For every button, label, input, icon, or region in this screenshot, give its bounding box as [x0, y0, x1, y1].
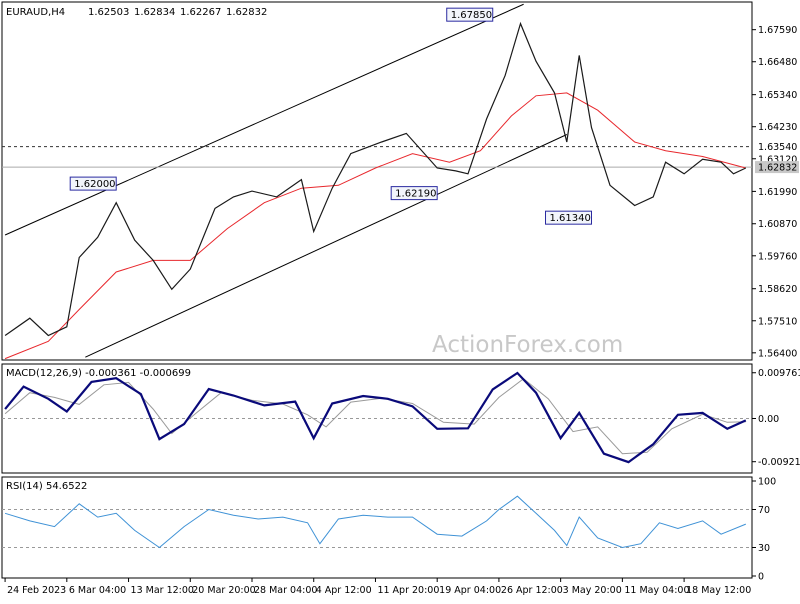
price-y-tick-label: 1.67590 [758, 25, 797, 36]
macd-y-tick-label: 0.00 [758, 414, 779, 425]
watermark: ActionForex.com [432, 332, 623, 358]
x-tick-label: 3 May 20:00 [563, 585, 622, 596]
x-tick-label: 20 Mar 20:00 [192, 585, 255, 596]
x-tick-label: 26 Apr 12:00 [501, 585, 563, 596]
channel-upper-line [4, 3, 524, 236]
price-y-tick-label: 1.57510 [758, 316, 797, 327]
callout-label: 1.62190 [395, 189, 436, 200]
rsi-line [4, 495, 746, 549]
callout-label: 1.61340 [550, 213, 591, 224]
callout-label: 1.62000 [74, 179, 115, 190]
price-y-tick-label: 1.61990 [758, 187, 797, 198]
price-y-tick-label: 1.58620 [758, 284, 797, 295]
rsi-y-tick-label: 100 [758, 477, 776, 488]
last-price-text: 1.62832 [758, 163, 797, 174]
x-tick-label: 11 May 04:00 [624, 585, 689, 596]
x-tick-label: 19 Apr 04:00 [439, 585, 501, 596]
macd-y-tick-label: -0.009216 [758, 457, 800, 468]
x-tick-label: 18 May 12:00 [686, 585, 751, 596]
macd-line [4, 371, 747, 464]
rsi-level-lines [2, 509, 752, 548]
rsi-label: RSI(14) 54.6522 [6, 481, 87, 492]
macd-y-tick-label: 0.009761 [758, 368, 800, 379]
callout-box [545, 210, 593, 225]
price-y-tick-label: 1.66480 [758, 57, 797, 68]
price-y-tick-label: 1.65340 [758, 90, 797, 101]
rsi-y-axis: 100 70 30 0 [752, 477, 776, 583]
moving-average-line [4, 92, 746, 360]
channel-lines [4, 3, 568, 358]
last-price-label: 1.62832 [755, 161, 799, 174]
x-tick-label: 28 Mar 04:00 [254, 585, 317, 596]
x-tick-label: 4 Apr 12:00 [316, 585, 372, 596]
price-series-line [4, 21, 747, 337]
callout-box [446, 7, 494, 22]
rsi-panel [1, 476, 753, 579]
header-close: 1.62832 [226, 7, 267, 18]
header-high: 1.62834 [134, 7, 175, 18]
rsi-y-tick-label: 0 [758, 572, 764, 583]
x-tick-label: 24 Feb 2023 [7, 585, 66, 596]
rsi-y-tick-label: 70 [758, 505, 770, 516]
callout-box [390, 186, 438, 201]
header-open: 1.62503 [88, 7, 129, 18]
macd-label: MACD(12,26,9) -0.000361 -0.000699 [6, 368, 191, 379]
channel-lower-line [85, 134, 568, 358]
price-y-tick-label: 1.59760 [758, 251, 797, 262]
x-tick-label: 13 Mar 12:00 [131, 585, 194, 596]
price-y-axis: 1.67590 1.66480 1.65340 1.64230 1.63120 1.619… [752, 25, 797, 359]
price-callouts: 1.67850 1.62000 1.62190 1.61340 [69, 7, 593, 225]
x-tick-label: 11 Apr 20:00 [377, 585, 439, 596]
header-low: 1.62267 [180, 7, 221, 18]
price-y-tick-label: 1.64230 [758, 122, 797, 133]
resistance-price-label: 1.63540 [755, 140, 799, 153]
macd-y-axis: 0.009761 0.00 -0.009216 [752, 368, 800, 468]
x-tick-label: 6 Mar 04:00 [69, 585, 126, 596]
header-symbol: EURAUD,H4 [6, 7, 65, 18]
resistance-price-text: 1.63540 [758, 142, 797, 153]
rsi-y-tick-label: 30 [758, 543, 770, 554]
price-y-tick-label: 1.63120 [758, 154, 797, 165]
price-y-tick-label: 1.60870 [758, 219, 797, 230]
callout-label: 1.67850 [451, 10, 492, 21]
chart-header: EURAUD,H4 1.62503 1.62834 1.62267 1.6283… [6, 7, 267, 18]
price-y-tick-label: 1.56400 [758, 348, 797, 359]
callout-box [69, 176, 117, 191]
